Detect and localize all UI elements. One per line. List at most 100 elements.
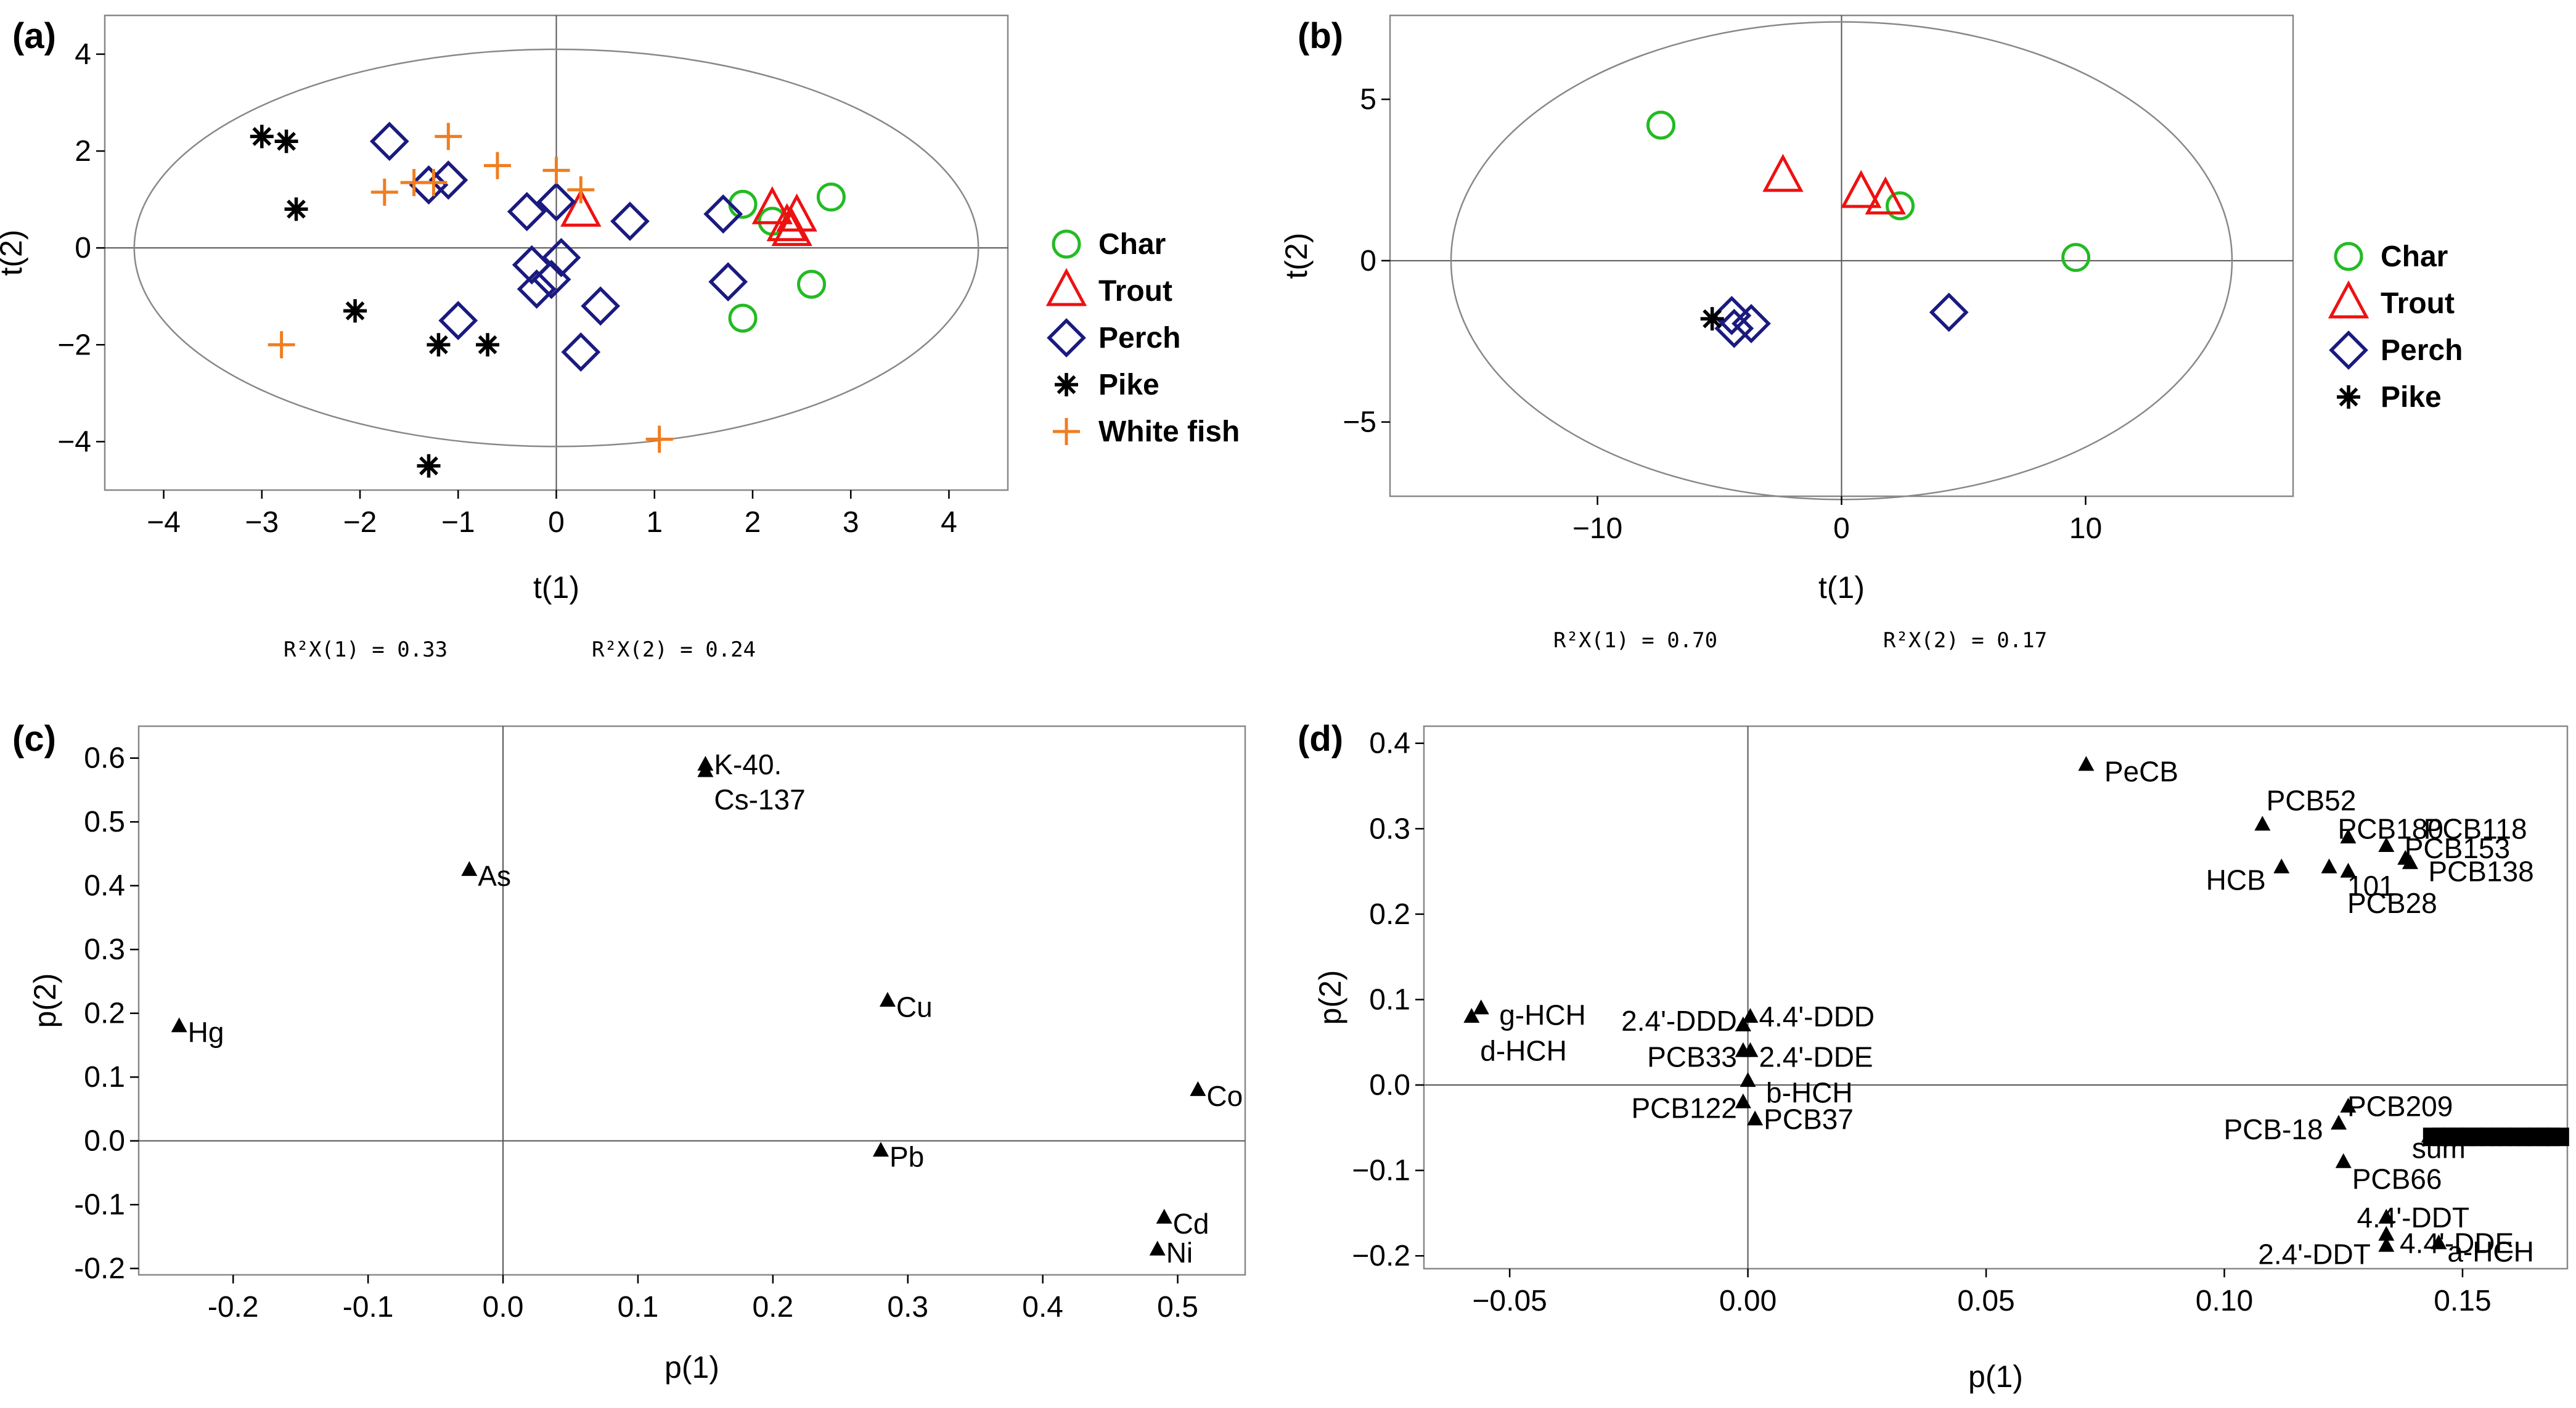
loading-marker — [2378, 1208, 2395, 1224]
data-point — [268, 331, 295, 359]
data-point — [427, 333, 451, 357]
loading-label: PCB122 — [1632, 1092, 1737, 1124]
x-tick-label: 0 — [1833, 512, 1850, 545]
data-point — [581, 286, 621, 326]
panel-b: (b) −10 0 10 −5 0 5 t(1) t(2) R²X(1) = 0.70 R²X(2)… — [1279, 14, 2463, 653]
legend-marker — [1055, 373, 1078, 396]
legend-item-char: Char — [1052, 228, 1166, 261]
panel-label: (c) — [12, 719, 56, 759]
data-point — [1886, 191, 1915, 221]
y-tick-label: 0.3 — [84, 933, 125, 966]
loading-label: PCB138 — [2428, 856, 2533, 888]
loading-label: Cu — [896, 991, 933, 1023]
loading-marker — [2321, 858, 2337, 874]
data-point — [560, 188, 602, 227]
data-point — [428, 160, 468, 200]
x-tick-label: 4 — [941, 506, 957, 539]
legend-marker — [1047, 318, 1086, 358]
loading-marker — [2340, 829, 2357, 844]
x-axis-label: p(1) — [1968, 1359, 2023, 1394]
loading-label: PCB-18 — [2223, 1113, 2323, 1145]
data-point — [1732, 304, 1771, 343]
marker-spoke — [1703, 309, 1722, 329]
y-axis: −0.2 −0.1 0.0 0.1 0.2 0.3 0.4 — [1352, 727, 1424, 1272]
data-point — [1762, 153, 1804, 192]
loading-marker — [171, 1017, 187, 1033]
series-pike — [1700, 307, 1724, 331]
loading-label: 101 — [2347, 870, 2395, 902]
legend-marker — [1053, 418, 1080, 445]
loading-label: PCB209 — [2347, 1091, 2453, 1123]
legend-marker — [2337, 385, 2360, 409]
x-axis-label: p(1) — [664, 1350, 719, 1385]
loading-label: 2.4'-DDE — [1759, 1041, 1873, 1073]
data-point — [1712, 295, 1752, 335]
x-tick-label: 3 — [843, 506, 859, 539]
y-tick-label: 0.2 — [1369, 898, 1410, 931]
loading-label: 4.4'-DDD — [1759, 1001, 1875, 1033]
x-axis-label: t(1) — [1818, 570, 1865, 605]
x-axis: −10 0 10 — [1572, 496, 2102, 545]
loading-marker — [2254, 816, 2271, 831]
panel-a: (a) −4 −3 −2 −1 0 1 2 3 4 −4 −2 0 2 4 t(1) t(2) R²X(1) = … — [0, 14, 1240, 662]
data-point — [435, 123, 462, 150]
loading-label: Hg — [188, 1017, 224, 1049]
data-point — [370, 178, 398, 206]
loading-marker — [2331, 1115, 2347, 1130]
loading-label: Pb — [889, 1141, 924, 1173]
loading-marker — [1149, 1240, 1166, 1256]
data-point — [409, 165, 449, 205]
y-axis-label: p(2) — [28, 973, 62, 1028]
series-white-fish — [268, 123, 673, 453]
data-point — [531, 260, 571, 300]
legend-item-perch: Perch — [1047, 318, 1180, 358]
data-point — [766, 203, 808, 242]
loading-label: Cd — [1173, 1208, 1209, 1240]
y-tick-label: −0.1 — [1352, 1155, 1410, 1187]
r2x1-annotation: R²X(1) = 0.33 — [284, 637, 448, 662]
data-point — [816, 182, 846, 212]
marker-spoke — [345, 301, 365, 321]
legend-item-white-fish: White fish — [1053, 415, 1240, 448]
loading-label: As — [478, 860, 511, 892]
legend-label: Trout — [2381, 287, 2455, 320]
loading-marker — [2378, 1237, 2395, 1252]
series-trout — [1762, 153, 1906, 215]
data-point — [250, 125, 274, 149]
data-point — [797, 269, 827, 299]
data-point — [1840, 170, 1882, 208]
x-tick-label: 0.00 — [1719, 1285, 1777, 1317]
loading-marker — [2340, 1097, 2357, 1113]
loading-marker — [879, 992, 896, 1007]
legend-item-perch: Perch — [2329, 330, 2463, 370]
loading-label: 4.4'-DDT — [2357, 1201, 2469, 1234]
y-tick-label: 0 — [75, 232, 91, 264]
x-tick-label: 0.1 — [618, 1291, 659, 1324]
series-char — [1646, 110, 2091, 272]
loading-marker — [872, 1142, 889, 1157]
y-tick-label: 0.4 — [1369, 727, 1410, 760]
series-pike — [250, 125, 500, 478]
loading-marker — [2340, 862, 2357, 878]
loading-label: PCB28 — [2347, 887, 2437, 919]
y-axis-label: p(2) — [1313, 970, 1347, 1025]
data-point — [2061, 243, 2091, 272]
r2x1-annotation: R²X(1) = 0.70 — [1553, 628, 1717, 653]
data-point — [703, 194, 743, 234]
data-point — [751, 186, 793, 224]
loading-label: HCB — [2206, 864, 2266, 896]
data-point — [284, 197, 308, 221]
x-tick-label: 0.0 — [483, 1291, 524, 1324]
loading-marker — [2402, 854, 2418, 869]
x-tick-label: 10 — [2069, 512, 2102, 545]
loading-marker — [2078, 756, 2095, 771]
data-point — [771, 208, 812, 247]
loading-marker — [1190, 1081, 1206, 1096]
marker-spoke — [1057, 375, 1076, 395]
loading-label: 4.4'-DDE — [2400, 1227, 2514, 1259]
x-tick-label: −3 — [245, 506, 279, 539]
loading-marker — [1463, 1008, 1480, 1023]
legend-label: Char — [2381, 240, 2448, 273]
y-tick-label: 0.0 — [1369, 1069, 1410, 1102]
